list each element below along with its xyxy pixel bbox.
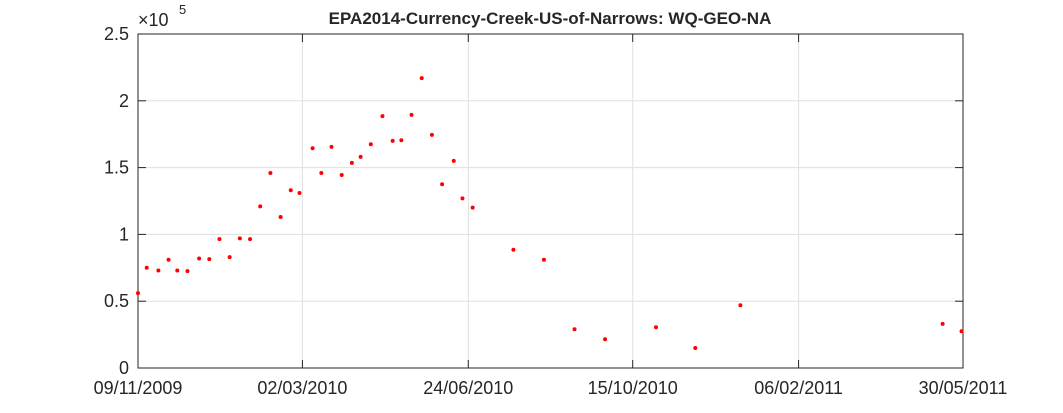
point xyxy=(319,170,324,175)
point xyxy=(390,138,395,143)
x-tick-label: 02/03/2010 xyxy=(257,378,347,398)
point xyxy=(940,321,945,326)
x-tick-label: 24/06/2010 xyxy=(423,378,513,398)
x-tick-label: 09/11/2009 xyxy=(94,378,183,398)
x-tick-label: 15/10/2010 xyxy=(588,378,678,398)
point xyxy=(237,236,242,241)
point xyxy=(144,265,149,270)
point xyxy=(572,327,577,332)
point xyxy=(156,268,161,273)
point xyxy=(349,160,354,165)
point xyxy=(248,237,253,242)
y-tick-label: 0.5 xyxy=(104,291,129,311)
y-multiplier-exponent: 5 xyxy=(179,2,186,17)
point xyxy=(440,182,445,187)
point xyxy=(368,142,373,147)
point xyxy=(959,329,964,334)
point xyxy=(339,172,344,177)
x-tick-label: 30/05/2011 xyxy=(919,378,1008,398)
point xyxy=(227,255,232,260)
point xyxy=(197,256,202,261)
point xyxy=(451,158,456,163)
point xyxy=(541,257,546,262)
point xyxy=(380,114,385,119)
point xyxy=(217,237,222,242)
point xyxy=(419,76,424,81)
point xyxy=(358,154,363,159)
chart-title: EPA2014-Currency-Creek-US-of-Narrows: WQ… xyxy=(329,9,772,28)
x-tick-label: 06/02/2011 xyxy=(754,378,843,398)
point xyxy=(603,337,608,342)
point xyxy=(310,146,315,151)
point xyxy=(329,144,334,149)
y-tick-label: 2.5 xyxy=(104,24,129,44)
y-tick-label: 1.5 xyxy=(104,158,129,178)
point xyxy=(258,204,263,209)
point xyxy=(207,257,212,262)
point xyxy=(511,247,516,252)
point xyxy=(288,188,293,193)
point xyxy=(429,132,434,137)
point xyxy=(470,205,475,210)
point xyxy=(278,215,283,220)
point xyxy=(268,170,273,175)
y-multiplier: ×10 xyxy=(138,10,169,30)
plot-frame xyxy=(137,33,964,369)
point xyxy=(136,291,140,296)
y-tick-label: 1 xyxy=(119,224,129,244)
y-tick-label: 2 xyxy=(119,91,129,111)
point xyxy=(460,196,465,201)
point xyxy=(175,268,180,273)
point xyxy=(399,138,404,143)
point xyxy=(738,303,743,308)
point xyxy=(653,325,658,330)
point xyxy=(409,112,414,117)
y-tick-label: 0 xyxy=(119,358,129,378)
point xyxy=(166,257,171,262)
point xyxy=(297,190,302,195)
point xyxy=(185,269,190,274)
point xyxy=(693,345,698,350)
